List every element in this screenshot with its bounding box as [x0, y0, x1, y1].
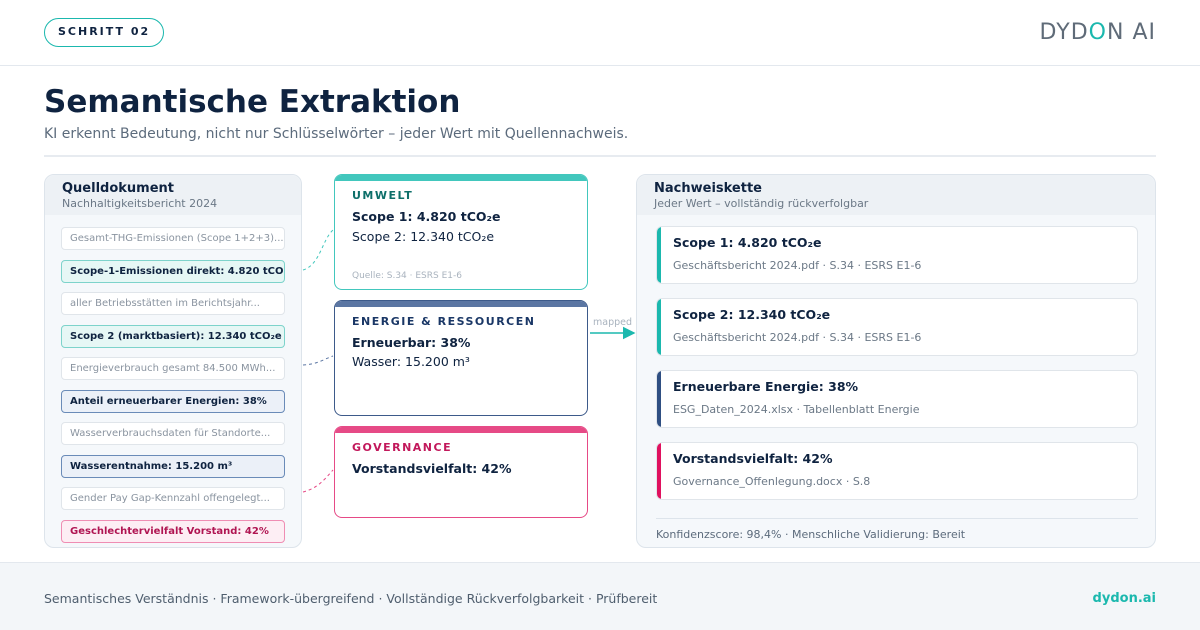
proof-item: Erneuerbare Energie: 38% ESG_Daten_2024.x…	[656, 370, 1138, 428]
proof-accent-bar	[657, 227, 661, 283]
proof-title: Vorstandsvielfalt: 42%	[673, 451, 833, 466]
logo-part-o: O	[1088, 20, 1107, 45]
chain-divider	[656, 518, 1138, 519]
title-divider	[44, 155, 1156, 157]
category-color-bar	[335, 427, 587, 433]
category-value-2: Wasser: 15.200 m³	[352, 354, 470, 369]
brand-logo: DYDON AI	[1040, 20, 1156, 45]
source-row: Wasserverbrauchsdaten für Standorte...	[61, 422, 285, 445]
source-row: Scope-1-Emissionen direkt: 4.820 tCO₂e	[61, 259, 285, 283]
proof-source: ESG_Daten_2024.xlsx · Tabellenblatt Ener…	[673, 403, 920, 416]
source-row: aller Betriebsstätten im Berichtsjahr...	[61, 292, 285, 315]
step-badge: SCHRITT 02	[44, 18, 165, 47]
source-row: Scope 2 (marktbasiert): 12.340 tCO₂e	[61, 324, 285, 348]
logo-part-1: DYD	[1039, 20, 1089, 45]
proof-accent-bar	[657, 371, 661, 427]
category-color-bar	[335, 175, 587, 181]
category-color-bar	[335, 301, 587, 307]
category-card-energie: ENERGIE & RESSOURCEN Erneuerbar: 38% Was…	[334, 300, 588, 416]
proof-source: Geschäftsbericht 2024.pdf · S.34 · ESRS …	[673, 331, 922, 344]
mapped-label: mapped	[593, 317, 632, 328]
category-card-umwelt: UMWELT Scope 1: 4.820 tCO₂e Scope 2: 12.…	[334, 174, 588, 290]
proof-title: Scope 1: 4.820 tCO₂e	[673, 235, 822, 250]
source-panel-header: Quelldokument Nachhaltigkeitsbericht 202…	[45, 175, 301, 215]
proof-chain-panel: Nachweiskette Jeder Wert – vollständig r…	[636, 174, 1156, 548]
source-row: Anteil erneuerbarer Energien: 38%	[61, 389, 285, 413]
category-card-governance: GOVERNANCE Vorstandsvielfalt: 42%	[334, 426, 588, 518]
category-label: GOVERNANCE	[352, 441, 453, 454]
source-row: Gesamt-THG-Emissionen (Scope 1+2+3)...	[61, 227, 285, 250]
category-source: Quelle: S.34 · ESRS E1-6	[352, 271, 462, 281]
connector-energie	[302, 355, 334, 366]
category-value-1: Vorstandsvielfalt: 42%	[352, 461, 512, 476]
connector-governance	[302, 469, 334, 493]
source-rows: Gesamt-THG-Emissionen (Scope 1+2+3)... Sc…	[61, 227, 285, 552]
proof-title: Scope 2: 12.340 tCO₂e	[673, 307, 831, 322]
footer-tagline: Semantisches Verständnis · Framework-übe…	[44, 591, 658, 606]
proof-accent-bar	[657, 299, 661, 355]
proof-source: Governance_Offenlegung.docx · S.8	[673, 475, 871, 488]
category-value-1: Scope 1: 4.820 tCO₂e	[352, 209, 501, 224]
proof-accent-bar	[657, 443, 661, 499]
source-row: Gender Pay Gap-Kennzahl offengelegt...	[61, 487, 285, 510]
logo-part-ai: AI	[1132, 20, 1156, 45]
connector-umwelt	[302, 229, 334, 271]
footer: Semantisches Verständnis · Framework-übe…	[0, 562, 1200, 630]
proof-source: Geschäftsbericht 2024.pdf · S.34 · ESRS …	[673, 259, 922, 272]
proof-title: Erneuerbare Energie: 38%	[673, 379, 859, 394]
source-row: Wasserentnahme: 15.200 m³	[61, 454, 285, 478]
proof-item: Scope 1: 4.820 tCO₂e Geschäftsbericht 202…	[656, 226, 1138, 284]
proof-item: Scope 2: 12.340 tCO₂e Geschäftsbericht 20…	[656, 298, 1138, 356]
header: SCHRITT 02 DYDON AI	[0, 0, 1200, 66]
source-row: Geschlechtervielfalt Vorstand: 42%	[61, 519, 285, 543]
category-value-2: Scope 2: 12.340 tCO₂e	[352, 229, 495, 244]
logo-part-2: N	[1106, 20, 1125, 45]
category-label: ENERGIE & RESSOURCEN	[352, 315, 536, 328]
page-title: Semantische Extraktion	[44, 84, 461, 120]
proof-item: Vorstandsvielfalt: 42% Governance_Offenle…	[656, 442, 1138, 500]
source-panel-title: Quelldokument	[62, 181, 175, 196]
category-label: UMWELT	[352, 189, 414, 202]
footer-link[interactable]: dydon.ai	[1092, 591, 1156, 606]
page-subtitle: KI erkennt Bedeutung, nicht nur Schlüsse…	[44, 126, 629, 142]
chain-panel-subtitle: Jeder Wert – vollständig rückverfolgbar	[654, 197, 869, 210]
source-panel-subtitle: Nachhaltigkeitsbericht 2024	[62, 197, 218, 210]
confidence-status: Konfidenzscore: 98,4% · Menschliche Vali…	[656, 528, 966, 541]
source-row: Energieverbrauch gesamt 84.500 MWh...	[61, 357, 285, 380]
category-value-1: Erneuerbar: 38%	[352, 335, 471, 350]
chain-panel-title: Nachweiskette	[654, 181, 762, 196]
chain-panel-header: Nachweiskette Jeder Wert – vollständig r…	[637, 175, 1155, 215]
source-document-panel: Quelldokument Nachhaltigkeitsbericht 202…	[44, 174, 302, 548]
